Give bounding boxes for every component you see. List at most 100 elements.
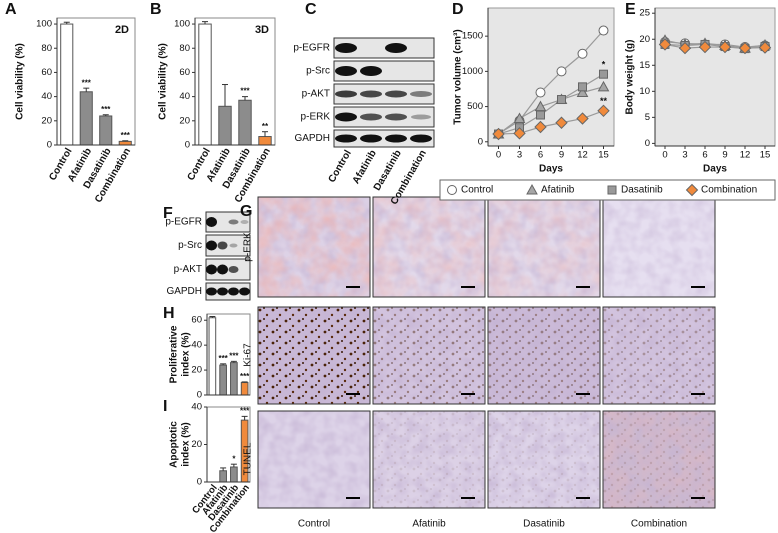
bar xyxy=(99,115,113,146)
legend-marker xyxy=(685,183,699,197)
blot-row-label: GAPDH xyxy=(166,286,202,297)
blot-row-label: p-AKT xyxy=(302,89,330,100)
y-tick-label: 40 xyxy=(179,91,190,102)
marker xyxy=(492,127,505,141)
y-tick-label: 25 xyxy=(639,8,650,19)
significance: *** xyxy=(240,87,250,96)
image-row-label: Ki-67 xyxy=(243,343,254,367)
image-column-label: Afatinib xyxy=(412,519,446,530)
x-tick-label: 15 xyxy=(760,150,771,161)
blot-row-label: p-EGFR xyxy=(165,217,202,228)
marker xyxy=(598,25,609,36)
y-tick-label: 60 xyxy=(191,315,202,326)
bar xyxy=(79,91,93,146)
y-axis-title: Tumor volume (cm³) xyxy=(453,29,464,124)
y-tick-label: 40 xyxy=(191,402,202,413)
y-tick-label: 40 xyxy=(191,340,202,351)
panel-letter: I xyxy=(163,398,167,415)
y-axis-title: Body weight (g) xyxy=(625,40,636,115)
panel-letter: F xyxy=(163,205,173,222)
y-tick-label: 80 xyxy=(179,43,190,54)
blot-c xyxy=(333,37,435,148)
bar xyxy=(219,364,227,396)
panel-letter: C xyxy=(305,1,317,18)
significance: *** xyxy=(218,354,228,363)
panel-letter: B xyxy=(150,1,162,18)
significance: ** xyxy=(262,122,269,131)
y-tick-label: 60 xyxy=(41,67,52,78)
y-tick-label: 0 xyxy=(645,138,650,149)
x-tick-label: 6 xyxy=(538,150,543,161)
marker xyxy=(738,41,752,55)
y-axis-title: Cell viability (%) xyxy=(15,43,26,120)
y-tick-label: 15 xyxy=(639,60,650,71)
bar xyxy=(230,466,238,483)
marker xyxy=(718,40,732,54)
micrographs xyxy=(257,196,716,509)
significance: ** xyxy=(600,96,608,106)
marker xyxy=(597,80,610,92)
x-tick-label: 12 xyxy=(740,150,751,161)
y-tick-label: 80 xyxy=(41,43,52,54)
annotation: 3D xyxy=(255,24,269,36)
marker xyxy=(578,82,587,92)
y-tick-label: 0 xyxy=(197,477,202,488)
image-row-label: p-ERK xyxy=(243,232,254,262)
bar xyxy=(240,382,249,396)
marker xyxy=(555,116,568,129)
y-axis-title: Cell viability (%) xyxy=(158,43,169,120)
bar xyxy=(218,105,232,146)
blot-lane-label: Afatinib xyxy=(351,148,379,186)
y-axis-title: Apoptotic xyxy=(169,421,180,468)
legend-marker xyxy=(447,185,457,195)
marker xyxy=(658,38,672,51)
plot-background xyxy=(487,7,615,147)
blot-f xyxy=(205,211,251,301)
significance: * xyxy=(232,454,236,463)
legend-label: Combination xyxy=(701,185,757,196)
y-tick-label: 5 xyxy=(645,112,650,123)
plot-background xyxy=(654,7,776,147)
panel-letter: E xyxy=(625,1,636,18)
x-tick-label: 9 xyxy=(722,150,727,161)
bar xyxy=(238,99,252,146)
y-tick-label: 100 xyxy=(36,19,52,30)
significance: *** xyxy=(101,105,111,114)
significance: *** xyxy=(121,131,131,140)
marker xyxy=(536,110,545,120)
y-tick-label: 20 xyxy=(191,365,202,376)
y-axis-title: Proliferative xyxy=(169,325,180,383)
x-tick-label: 0 xyxy=(496,150,501,161)
y-tick-label: 40 xyxy=(41,91,52,102)
y-tick-label: 0 xyxy=(197,390,202,401)
x-tick-label: 9 xyxy=(559,150,564,161)
y-axis-title: index (%) xyxy=(181,332,192,376)
significance: * xyxy=(602,60,606,70)
y-tick-label: 0 xyxy=(185,140,190,151)
y-axis-title: index (%) xyxy=(181,422,192,466)
image-row-label: TUNEL xyxy=(243,442,254,475)
y-tick-label: 0 xyxy=(478,136,483,147)
y-tick-label: 60 xyxy=(179,67,190,78)
x-tick-label: 3 xyxy=(517,150,522,161)
y-tick-label: 20 xyxy=(639,34,650,45)
marker xyxy=(577,48,588,59)
legend-label: Afatinib xyxy=(541,185,575,196)
panel-letter: G xyxy=(240,203,252,220)
annotation: 2D xyxy=(115,24,129,36)
marker xyxy=(576,112,589,125)
blot-row-label: p-AKT xyxy=(174,264,202,275)
marker xyxy=(599,69,608,79)
bar xyxy=(198,23,212,146)
bar xyxy=(60,23,74,146)
marker xyxy=(678,41,692,55)
blot-row-label: p-EGFR xyxy=(293,43,330,54)
bar xyxy=(258,136,272,146)
blot-row-label: p-Src xyxy=(306,66,330,77)
marker xyxy=(513,127,526,140)
x-axis-title: Days xyxy=(703,164,727,175)
y-tick-label: 1000 xyxy=(462,66,483,77)
bar xyxy=(219,470,227,483)
marker xyxy=(513,112,526,124)
